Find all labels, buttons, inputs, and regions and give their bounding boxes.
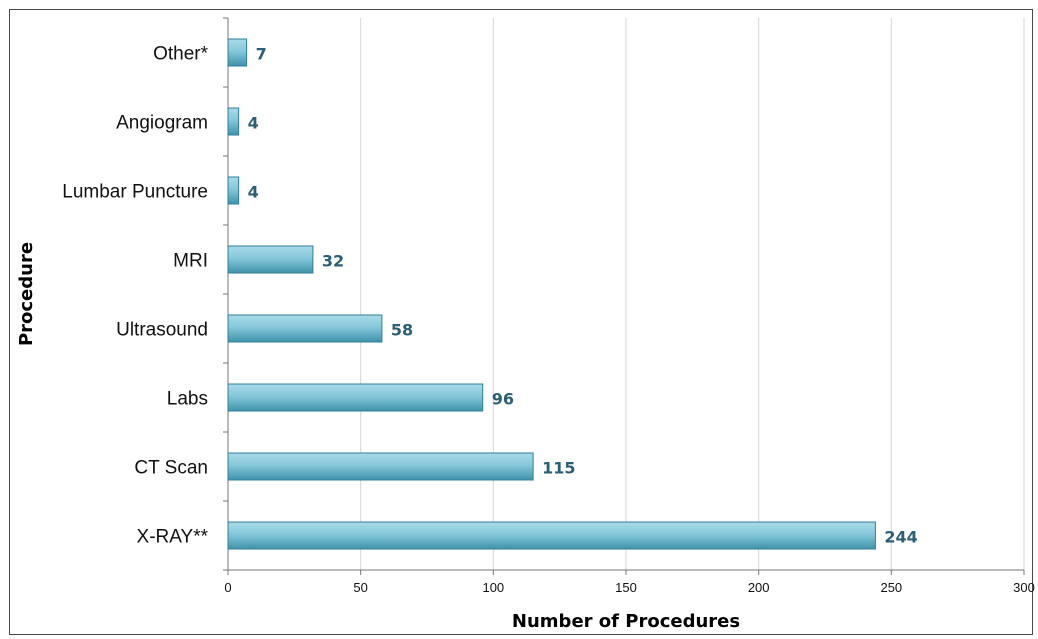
bar xyxy=(227,38,248,67)
gridlines xyxy=(360,18,1025,570)
y-axis-title: Procedure xyxy=(16,242,37,346)
data-label: 7 xyxy=(256,45,267,64)
bar xyxy=(227,176,240,205)
x-tick-label: 50 xyxy=(353,580,367,595)
data-label: 4 xyxy=(248,183,259,202)
x-tick-label: 250 xyxy=(880,580,902,595)
bar xyxy=(227,107,240,136)
bar xyxy=(227,521,876,550)
y-tick-label: Other* xyxy=(153,44,209,65)
x-tick-label: 150 xyxy=(615,580,637,595)
bar xyxy=(227,452,534,481)
bar xyxy=(227,383,484,412)
data-label: 58 xyxy=(391,321,413,340)
x-tick-label: 100 xyxy=(482,580,504,595)
y-tick-label: CT Scan xyxy=(134,458,208,479)
y-tick-label: X-RAY** xyxy=(137,527,209,548)
y-tick-label: Labs xyxy=(167,389,208,410)
data-label: 32 xyxy=(322,252,344,271)
x-tick-label: 200 xyxy=(748,580,770,595)
y-tick-label: MRI xyxy=(173,251,208,272)
data-label: 244 xyxy=(884,528,917,547)
axes xyxy=(223,17,1025,575)
y-tick-label: Angiogram xyxy=(116,113,208,134)
x-tick-label: 0 xyxy=(224,580,231,595)
bar xyxy=(227,245,314,274)
x-axis-title: Number of Procedures xyxy=(512,611,740,632)
data-label: 115 xyxy=(542,459,575,478)
y-tick-label: Ultrasound xyxy=(116,320,208,341)
data-label: 4 xyxy=(248,114,259,133)
data-label: 96 xyxy=(492,390,514,409)
labels: 0 50 100 150 200 250 300 Other* 7 Angiogram 4 Lumba… xyxy=(62,44,1035,596)
x-tick-label: 300 xyxy=(1013,580,1035,595)
y-tick-label: Lumbar Puncture xyxy=(62,182,208,203)
bar xyxy=(227,314,383,343)
bars xyxy=(227,38,876,550)
